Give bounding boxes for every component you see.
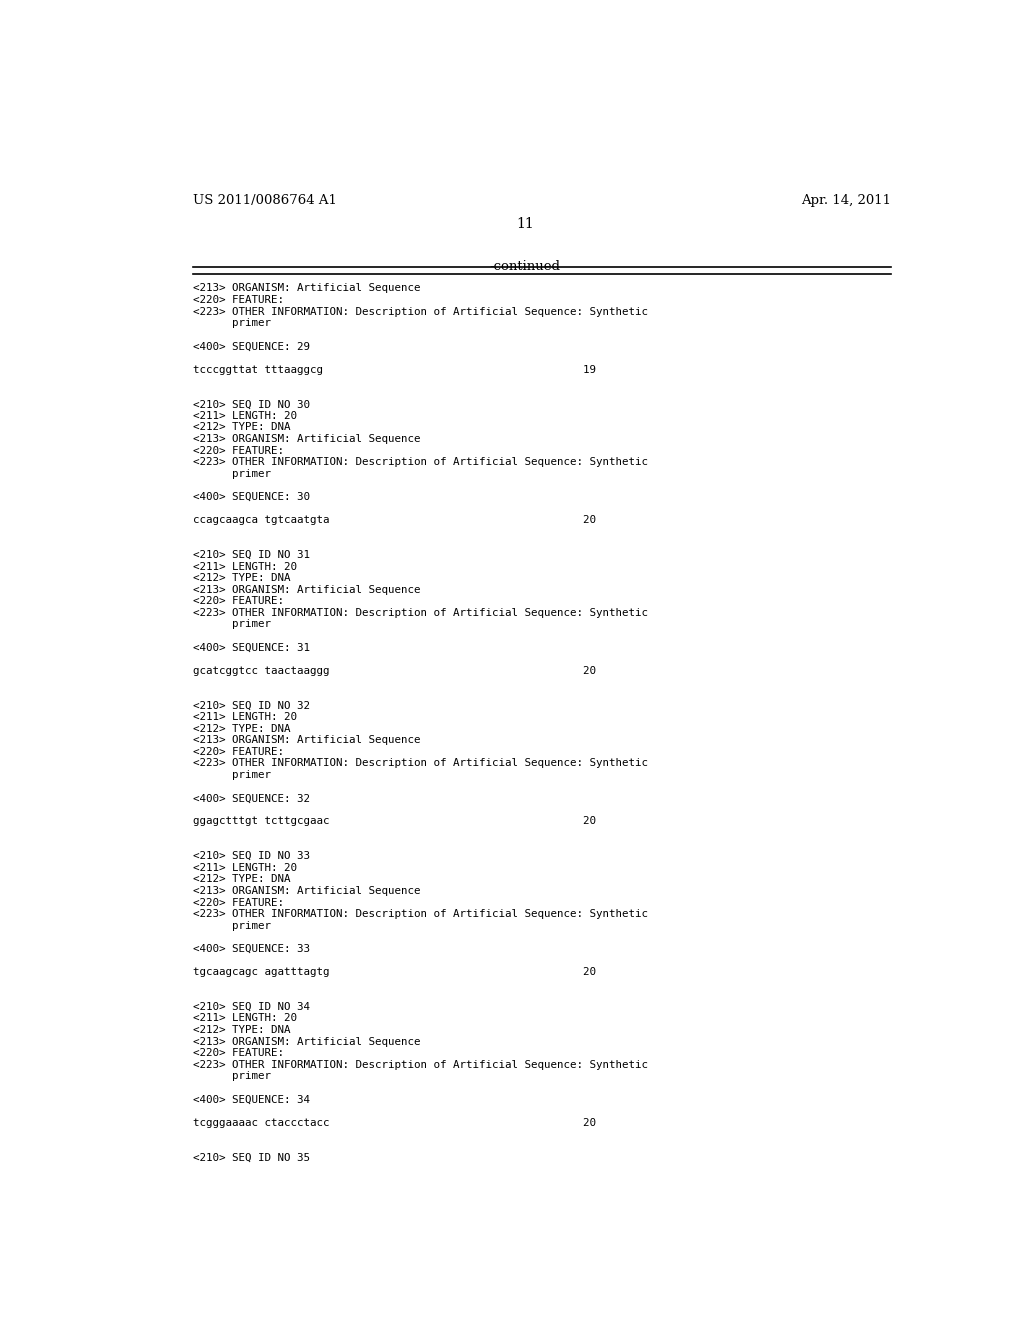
Text: <400> SEQUENCE: 33: <400> SEQUENCE: 33 xyxy=(194,944,310,954)
Text: <400> SEQUENCE: 34: <400> SEQUENCE: 34 xyxy=(194,1094,310,1105)
Text: <223> OTHER INFORMATION: Description of Artificial Sequence: Synthetic: <223> OTHER INFORMATION: Description of … xyxy=(194,457,648,467)
Text: <223> OTHER INFORMATION: Description of Artificial Sequence: Synthetic: <223> OTHER INFORMATION: Description of … xyxy=(194,1060,648,1069)
Text: <210> SEQ ID NO 35: <210> SEQ ID NO 35 xyxy=(194,1152,310,1163)
Text: primer: primer xyxy=(194,770,271,780)
Text: <213> ORGANISM: Artificial Sequence: <213> ORGANISM: Artificial Sequence xyxy=(194,1036,421,1047)
Text: <212> TYPE: DNA: <212> TYPE: DNA xyxy=(194,874,291,884)
Text: ggagctttgt tcttgcgaac                                       20: ggagctttgt tcttgcgaac 20 xyxy=(194,816,596,826)
Text: primer: primer xyxy=(194,1072,271,1081)
Text: tcgggaaaac ctaccctacc                                       20: tcgggaaaac ctaccctacc 20 xyxy=(194,1118,596,1127)
Text: gcatcggtcc taactaaggg                                       20: gcatcggtcc taactaaggg 20 xyxy=(194,665,596,676)
Text: <400> SEQUENCE: 32: <400> SEQUENCE: 32 xyxy=(194,793,310,804)
Text: primer: primer xyxy=(194,469,271,479)
Text: primer: primer xyxy=(194,318,271,329)
Text: <210> SEQ ID NO 32: <210> SEQ ID NO 32 xyxy=(194,701,310,710)
Text: <210> SEQ ID NO 33: <210> SEQ ID NO 33 xyxy=(194,851,310,861)
Text: <400> SEQUENCE: 31: <400> SEQUENCE: 31 xyxy=(194,643,310,652)
Text: US 2011/0086764 A1: US 2011/0086764 A1 xyxy=(194,194,337,207)
Text: <213> ORGANISM: Artificial Sequence: <213> ORGANISM: Artificial Sequence xyxy=(194,284,421,293)
Text: <223> OTHER INFORMATION: Description of Artificial Sequence: Synthetic: <223> OTHER INFORMATION: Description of … xyxy=(194,306,648,317)
Text: <220> FEATURE:: <220> FEATURE: xyxy=(194,747,284,756)
Text: <211> LENGTH: 20: <211> LENGTH: 20 xyxy=(194,411,297,421)
Text: <212> TYPE: DNA: <212> TYPE: DNA xyxy=(194,422,291,433)
Text: <211> LENGTH: 20: <211> LENGTH: 20 xyxy=(194,863,297,873)
Text: <211> LENGTH: 20: <211> LENGTH: 20 xyxy=(194,561,297,572)
Text: <212> TYPE: DNA: <212> TYPE: DNA xyxy=(194,723,291,734)
Text: <220> FEATURE:: <220> FEATURE: xyxy=(194,294,284,305)
Text: <213> ORGANISM: Artificial Sequence: <213> ORGANISM: Artificial Sequence xyxy=(194,434,421,444)
Text: 11: 11 xyxy=(516,218,534,231)
Text: <210> SEQ ID NO 31: <210> SEQ ID NO 31 xyxy=(194,550,310,560)
Text: Apr. 14, 2011: Apr. 14, 2011 xyxy=(802,194,892,207)
Text: tgcaagcagc agatttagtg                                       20: tgcaagcagc agatttagtg 20 xyxy=(194,968,596,977)
Text: <220> FEATURE:: <220> FEATURE: xyxy=(194,1048,284,1059)
Text: <223> OTHER INFORMATION: Description of Artificial Sequence: Synthetic: <223> OTHER INFORMATION: Description of … xyxy=(194,909,648,919)
Text: <220> FEATURE:: <220> FEATURE: xyxy=(194,898,284,908)
Text: <210> SEQ ID NO 34: <210> SEQ ID NO 34 xyxy=(194,1002,310,1012)
Text: <213> ORGANISM: Artificial Sequence: <213> ORGANISM: Artificial Sequence xyxy=(194,735,421,746)
Text: <212> TYPE: DNA: <212> TYPE: DNA xyxy=(194,573,291,583)
Text: tcccggttat tttaaggcg                                        19: tcccggttat tttaaggcg 19 xyxy=(194,364,596,375)
Text: -continued: -continued xyxy=(489,260,560,273)
Text: primer: primer xyxy=(194,921,271,931)
Text: <213> ORGANISM: Artificial Sequence: <213> ORGANISM: Artificial Sequence xyxy=(194,886,421,896)
Text: <400> SEQUENCE: 30: <400> SEQUENCE: 30 xyxy=(194,492,310,502)
Text: <220> FEATURE:: <220> FEATURE: xyxy=(194,446,284,455)
Text: <220> FEATURE:: <220> FEATURE: xyxy=(194,597,284,606)
Text: primer: primer xyxy=(194,619,271,630)
Text: <223> OTHER INFORMATION: Description of Artificial Sequence: Synthetic: <223> OTHER INFORMATION: Description of … xyxy=(194,759,648,768)
Text: <213> ORGANISM: Artificial Sequence: <213> ORGANISM: Artificial Sequence xyxy=(194,585,421,595)
Text: <223> OTHER INFORMATION: Description of Artificial Sequence: Synthetic: <223> OTHER INFORMATION: Description of … xyxy=(194,607,648,618)
Text: <211> LENGTH: 20: <211> LENGTH: 20 xyxy=(194,1014,297,1023)
Text: ccagcaagca tgtcaatgta                                       20: ccagcaagca tgtcaatgta 20 xyxy=(194,515,596,525)
Text: <400> SEQUENCE: 29: <400> SEQUENCE: 29 xyxy=(194,342,310,351)
Text: <212> TYPE: DNA: <212> TYPE: DNA xyxy=(194,1026,291,1035)
Text: <211> LENGTH: 20: <211> LENGTH: 20 xyxy=(194,711,297,722)
Text: <210> SEQ ID NO 30: <210> SEQ ID NO 30 xyxy=(194,399,310,409)
